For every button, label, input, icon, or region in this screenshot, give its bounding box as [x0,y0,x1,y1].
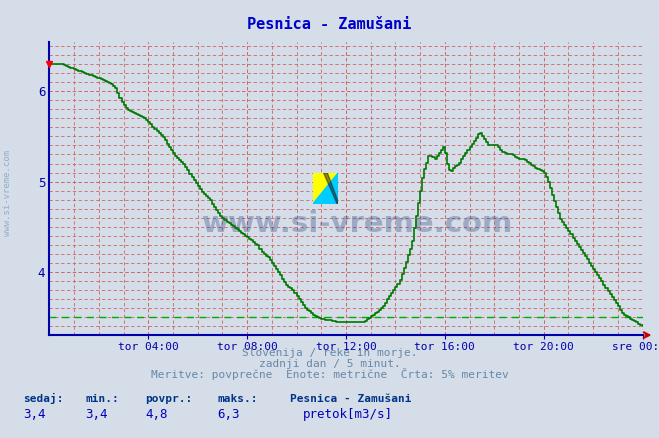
Text: Meritve: povprečne  Enote: metrične  Črta: 5% meritev: Meritve: povprečne Enote: metrične Črta:… [151,368,508,381]
Text: zadnji dan / 5 minut.: zadnji dan / 5 minut. [258,359,401,369]
Polygon shape [313,173,338,204]
Polygon shape [313,173,338,204]
Text: 6,3: 6,3 [217,408,240,421]
Polygon shape [324,173,338,206]
Text: maks.:: maks.: [217,394,258,404]
Text: 3,4: 3,4 [86,408,108,421]
Text: pretok[m3/s]: pretok[m3/s] [303,408,393,421]
Text: sedaj:: sedaj: [23,392,63,404]
Text: www.si-vreme.com: www.si-vreme.com [3,150,13,236]
Text: Pesnica - Zamušani: Pesnica - Zamušani [290,394,411,404]
Text: 4,8: 4,8 [145,408,167,421]
Text: povpr.:: povpr.: [145,394,192,404]
Text: Slovenija / reke in morje.: Slovenija / reke in morje. [242,348,417,358]
Text: 3,4: 3,4 [23,408,45,421]
Text: Pesnica - Zamušani: Pesnica - Zamušani [247,17,412,32]
Text: min.:: min.: [86,394,119,404]
Text: www.si-vreme.com: www.si-vreme.com [202,209,513,237]
